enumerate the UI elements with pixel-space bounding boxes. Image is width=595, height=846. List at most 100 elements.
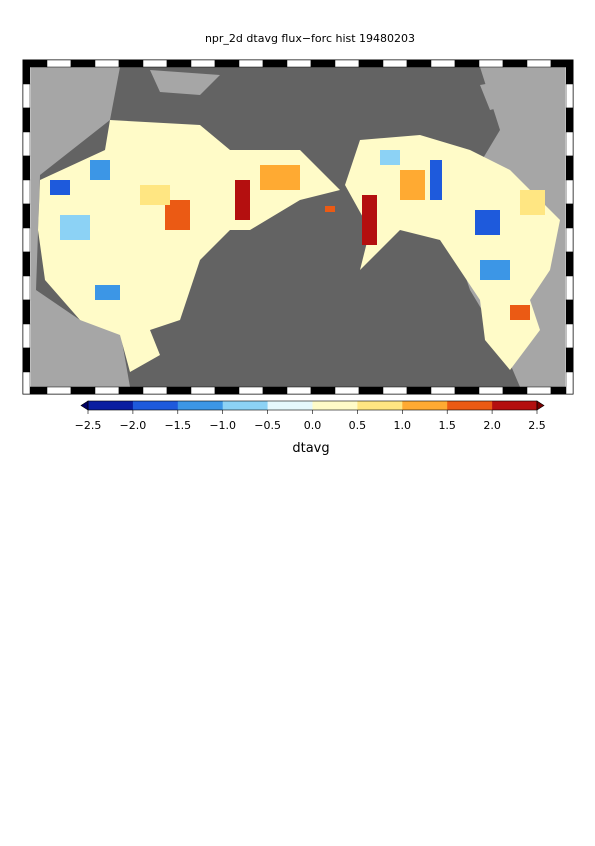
border-segment xyxy=(94,59,120,68)
border-segment xyxy=(502,386,528,395)
colorbar-under xyxy=(80,400,89,411)
colorbar-tick-label: −1.5 xyxy=(164,419,191,432)
border-segment xyxy=(526,59,552,68)
border-segment xyxy=(565,107,574,133)
border-segment xyxy=(190,386,216,395)
colorbar-segment xyxy=(447,401,493,410)
map-border xyxy=(22,59,574,395)
border-segment xyxy=(565,83,574,109)
colorbar-label: dtavg xyxy=(292,441,329,456)
colorbar-segment xyxy=(402,401,448,410)
border-segment xyxy=(214,386,240,395)
colorbar-tick-label: 1.5 xyxy=(438,419,456,432)
colorbar-segment xyxy=(492,401,538,410)
border-segment xyxy=(22,299,31,325)
colorbar-segment xyxy=(312,401,358,410)
border-segment xyxy=(286,59,312,68)
border-segment xyxy=(70,59,96,68)
border-segment xyxy=(22,275,31,301)
border-segment xyxy=(358,59,384,68)
border-segment xyxy=(565,251,574,277)
border-segment xyxy=(382,386,408,395)
border-segment xyxy=(166,386,192,395)
border-segment xyxy=(565,275,574,301)
colorbar-tick-label: 2.0 xyxy=(483,419,501,432)
border-segment xyxy=(565,179,574,205)
border-segment xyxy=(22,83,31,109)
border-segment xyxy=(262,386,288,395)
border-segment xyxy=(262,59,288,68)
border-segment xyxy=(70,386,96,395)
border-segment xyxy=(334,59,360,68)
colorbar-segment xyxy=(88,401,134,410)
border-segment xyxy=(118,386,144,395)
colorbar-tick-label: −1.0 xyxy=(209,419,236,432)
map xyxy=(22,59,574,395)
land-asia xyxy=(31,67,130,387)
border-segment xyxy=(214,59,240,68)
border-segment xyxy=(565,299,574,325)
colorbar-segment xyxy=(132,401,179,410)
title: npr_2d dtavg flux−forc hist 19480203 xyxy=(205,32,415,45)
border-segment xyxy=(22,347,31,373)
colorbar-tick-label: 2.5 xyxy=(528,419,546,432)
data-region-america xyxy=(345,135,560,370)
border-segment xyxy=(142,386,168,395)
border-segment xyxy=(190,59,216,68)
border-segment xyxy=(565,347,574,373)
colorbar-tick-label: −2.5 xyxy=(75,419,102,432)
colorbar-tick-label: 1.0 xyxy=(394,419,412,432)
border-segment xyxy=(565,203,574,229)
colorbar-tick-label: −2.0 xyxy=(120,419,147,432)
border-segment xyxy=(382,59,408,68)
data-patches xyxy=(50,150,545,320)
border-segment xyxy=(22,203,31,229)
border-segment xyxy=(22,179,31,205)
colorbar-tick-label: 0.5 xyxy=(349,419,367,432)
border-segment xyxy=(22,107,31,133)
border-segment xyxy=(22,227,31,253)
border-segment xyxy=(565,371,574,395)
border-segment xyxy=(334,386,360,395)
border-segment xyxy=(406,386,432,395)
border-segment xyxy=(565,227,574,253)
colorbar-segment xyxy=(357,401,403,410)
colorbar-tick-label: 0.0 xyxy=(304,419,322,432)
border-segment xyxy=(166,59,192,68)
colorbar-segment xyxy=(222,401,268,410)
border-segment xyxy=(565,59,574,85)
border-segment xyxy=(430,386,456,395)
border-segment xyxy=(565,323,574,349)
land-islands xyxy=(150,70,560,125)
colorbar-segment xyxy=(267,401,313,410)
border-segment xyxy=(565,155,574,181)
border-segment xyxy=(286,386,312,395)
border-segment xyxy=(238,59,264,68)
border-segment xyxy=(310,386,336,395)
colorbar: −2.5 −2.0 −1.5 −1.0 −0.5 0.0 0.5 1.0 1.5 2.0 2.5 xyxy=(75,400,546,432)
border-segment xyxy=(46,59,72,68)
border-segment xyxy=(430,59,456,68)
border-segment xyxy=(478,386,504,395)
colorbar-over xyxy=(536,400,545,411)
border-segment xyxy=(310,59,336,68)
border-segment xyxy=(565,131,574,157)
border-segment xyxy=(406,59,432,68)
border-segment xyxy=(118,59,144,68)
border-segment xyxy=(22,131,31,157)
border-segment xyxy=(46,386,72,395)
border-segment xyxy=(22,323,31,349)
border-segment xyxy=(526,386,552,395)
border-segment xyxy=(238,386,264,395)
border-segment xyxy=(22,59,31,85)
border-segment xyxy=(142,59,168,68)
border-segment xyxy=(358,386,384,395)
border-segment xyxy=(22,251,31,277)
border-segment xyxy=(22,155,31,181)
border-segment xyxy=(478,59,504,68)
border-segment xyxy=(94,386,120,395)
border-segment xyxy=(502,59,528,68)
border-segment xyxy=(454,386,480,395)
